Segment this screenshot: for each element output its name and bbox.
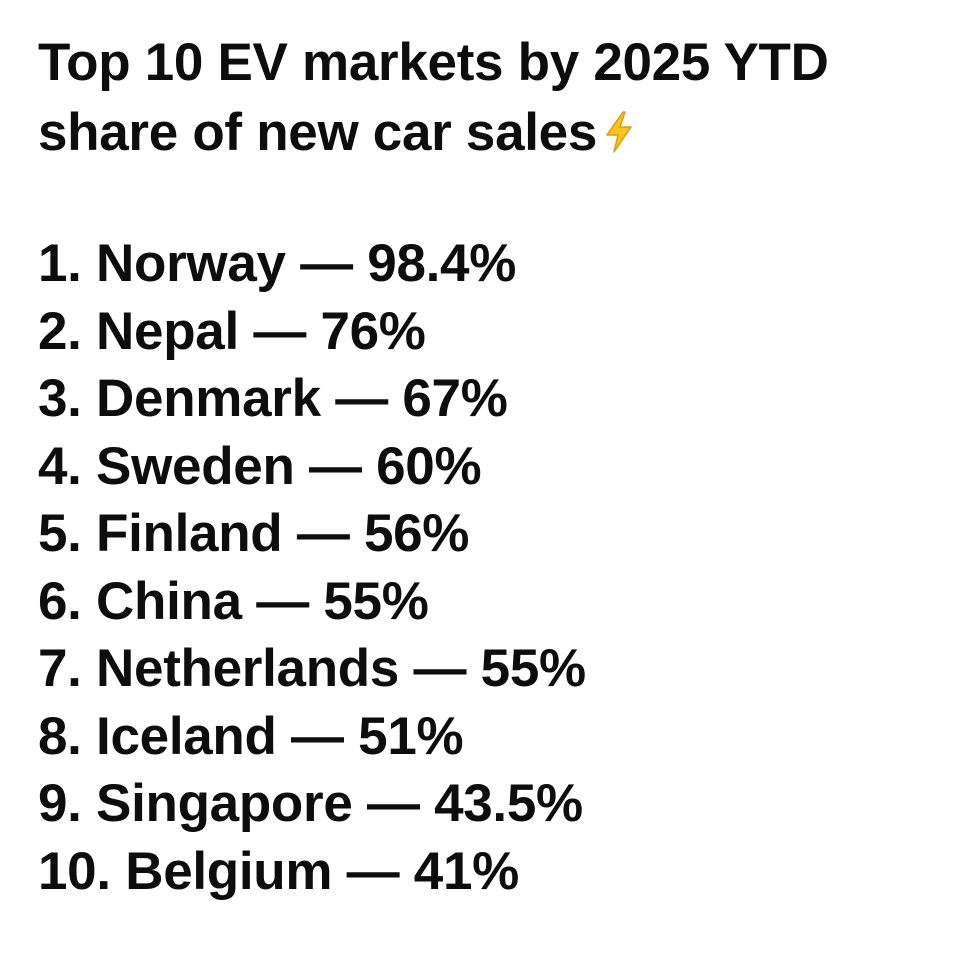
share-value: 76% xyxy=(320,301,426,361)
share-value: 56% xyxy=(363,504,470,563)
separator-dash: — xyxy=(300,234,353,293)
separator-dash: — xyxy=(291,706,344,766)
share-value: 98.4% xyxy=(367,234,517,293)
title-line-2-text: share of new car sales xyxy=(38,103,598,162)
list-item: 3. Denmark — 67% xyxy=(38,365,586,433)
list-item: 1. Norway — 98.4% xyxy=(38,230,586,298)
list-item: 7. Netherlands — 55% xyxy=(38,635,586,703)
rank-number: 2. xyxy=(38,301,82,361)
country-name: Singapore xyxy=(96,774,353,833)
share-value: 67% xyxy=(402,369,508,428)
list-item: 6. China — 55% xyxy=(38,568,586,636)
separator-dash: — xyxy=(346,841,400,901)
country-name: Finland xyxy=(96,504,283,563)
separator-dash: — xyxy=(335,369,388,428)
country-name: Netherlands xyxy=(96,639,400,698)
rank-number: 5. xyxy=(38,504,82,563)
rank-number: 9. xyxy=(38,774,82,833)
country-name: Belgium xyxy=(125,841,333,901)
rank-number: 4. xyxy=(38,436,82,496)
country-name: Nepal xyxy=(96,301,239,361)
share-value: 55% xyxy=(323,571,429,631)
separator-dash: — xyxy=(413,639,467,698)
share-value: 51% xyxy=(358,706,464,766)
list-item: 4. Sweden — 60% xyxy=(38,433,586,501)
country-name: Iceland xyxy=(96,706,277,766)
rank-number: 3. xyxy=(38,369,82,428)
rank-number: 10. xyxy=(38,841,111,901)
share-value: 60% xyxy=(376,436,482,496)
list-item: 5. Finland — 56% xyxy=(38,500,586,568)
list-item: 8. Iceland — 51% xyxy=(38,703,586,771)
title-line-2: share of new car sales xyxy=(38,98,940,168)
list-item: 10. Belgium — 41% xyxy=(38,838,586,906)
ranking-list: 1. Norway — 98.4% 2. Nepal — 76% 3. Denm… xyxy=(38,230,586,905)
page-title: Top 10 EV markets by 2025 YTD share of n… xyxy=(38,28,940,168)
separator-dash: — xyxy=(308,436,362,496)
post-content: Top 10 EV markets by 2025 YTD share of n… xyxy=(38,28,940,901)
country-name: Denmark xyxy=(96,369,321,428)
separator-dash: — xyxy=(366,774,420,833)
title-line-1: Top 10 EV markets by 2025 YTD xyxy=(38,33,829,92)
country-name: China xyxy=(96,571,242,631)
rank-number: 8. xyxy=(38,706,82,766)
list-item: 2. Nepal — 76% xyxy=(38,298,586,366)
rank-number: 6. xyxy=(38,571,82,631)
lightning-bolt-icon xyxy=(601,110,637,154)
rank-number: 7. xyxy=(38,639,82,698)
share-value: 41% xyxy=(413,841,519,901)
separator-dash: — xyxy=(253,301,307,361)
separator-dash: — xyxy=(296,504,350,563)
share-value: 43.5% xyxy=(434,774,583,833)
list-item: 9. Singapore — 43.5% xyxy=(38,770,586,838)
share-value: 55% xyxy=(480,639,586,698)
country-name: Sweden xyxy=(96,436,295,496)
rank-number: 1. xyxy=(38,234,82,293)
separator-dash: — xyxy=(256,571,309,631)
country-name: Norway xyxy=(96,234,286,293)
